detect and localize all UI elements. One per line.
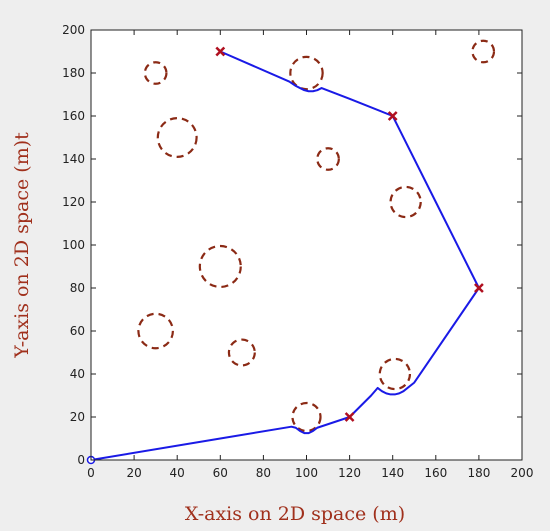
obstacle-circle [137,312,174,350]
obstacle-circle [227,338,256,367]
waypoint-marker [215,46,226,57]
y-tick-label: 80 [70,281,85,295]
plot-area [91,30,522,460]
x-axis-title: X-axis on 2D space (m) [185,503,405,525]
obstacle-circle [143,61,168,85]
y-tick-label: 120 [62,195,85,209]
waypoint-marker [474,283,484,293]
y-tick-label: 0 [77,453,85,467]
x-tick-label: 160 [424,466,447,480]
waypoint-marker [344,412,355,422]
obstacle-circle [389,185,422,219]
obstacle-circle [291,401,322,433]
x-tick-label: 40 [170,466,185,480]
waypoint-cross-stroke [474,283,484,293]
planned-path-line [90,50,480,461]
x-tick-label: 100 [295,466,318,480]
waypoint-cross-stroke [215,46,226,57]
y-tick-label: 20 [70,410,85,424]
x-tick-label: 80 [256,466,271,480]
y-tick-label: 40 [70,367,85,381]
y-tick-label: 140 [62,152,85,166]
x-tick-label: 120 [338,466,361,480]
obstacle-circle [316,147,340,171]
obstacle-circle [471,39,496,64]
y-tick-label: 200 [62,23,85,37]
obstacle-circle [378,357,412,391]
y-tick-label: 60 [70,324,85,338]
x-tick-label: 180 [467,466,490,480]
obstacle-circle [198,244,242,289]
x-tick-label: 0 [87,466,95,480]
y-axis-title: Y-axis on 2D space (m)t [11,132,33,359]
obstacle-circle [289,55,324,91]
path-layer [90,50,480,461]
obstacle-circle [156,117,198,158]
x-tick-label: 140 [381,466,404,480]
x-tick-label: 200 [511,466,534,480]
x-tick-label: 60 [213,466,228,480]
x-tick-label: 20 [126,466,141,480]
waypoint-cross-stroke [387,111,398,121]
y-tick-label: 160 [62,109,85,123]
axes: 0 20 40 60 80 100 120 140 160 180 200 0 20 40 60 80 100 1… [62,23,533,480]
y-tick-label: 100 [62,238,85,252]
waypoint-cross-stroke [344,412,355,422]
obstacles-layer [137,39,496,433]
y-tick-label: 180 [62,66,85,80]
waypoint-marker [387,111,398,121]
